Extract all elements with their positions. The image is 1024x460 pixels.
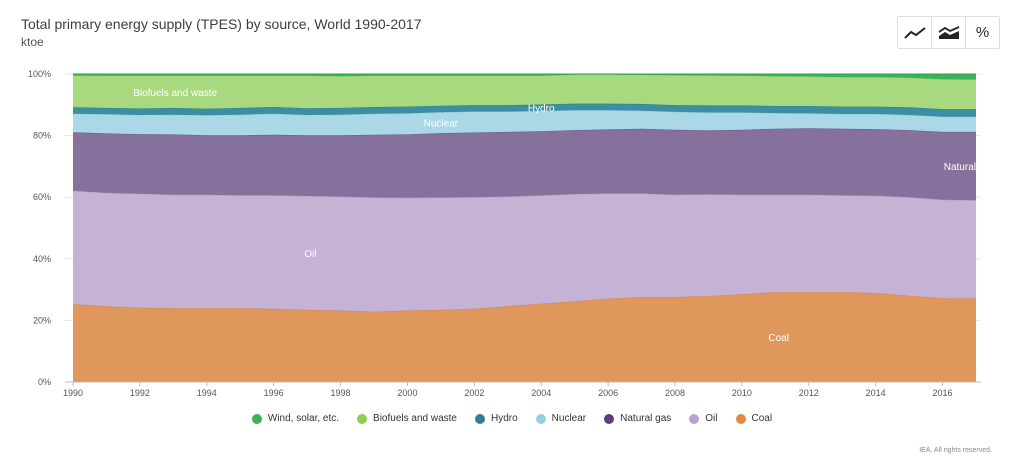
y-tick-label: 20% xyxy=(33,315,51,325)
x-tick-label: 2012 xyxy=(799,388,819,398)
x-tick-label: 2006 xyxy=(598,388,618,398)
area-hydro[interactable] xyxy=(73,103,976,117)
legend-item-wind-solar-etc[interactable]: Wind, solar, etc. xyxy=(251,413,340,424)
y-tick-label: 80% xyxy=(33,131,51,141)
area-oil[interactable] xyxy=(73,190,976,312)
x-tick-label: 1992 xyxy=(130,388,150,398)
percent-button[interactable]: % xyxy=(966,17,999,48)
x-tick-label: 1996 xyxy=(264,388,284,398)
x-tick-label: 1998 xyxy=(331,388,351,398)
y-tick-label: 40% xyxy=(33,254,51,264)
x-tick-label: 2014 xyxy=(866,388,886,398)
area-natural-gas[interactable] xyxy=(73,128,976,201)
area-biofuels-and-waste[interactable] xyxy=(73,74,976,110)
area-chart-button[interactable] xyxy=(932,17,966,48)
area-nuclear[interactable] xyxy=(73,110,976,136)
legend-item-biofuels-and-waste[interactable]: Biofuels and waste xyxy=(357,413,457,424)
y-axis-labels: 0% 20% 40% 60% 80% 100% xyxy=(28,69,51,387)
legend-label: Nuclear xyxy=(551,413,587,424)
series-label: Nuclear xyxy=(424,119,459,130)
x-tick-label: 2008 xyxy=(665,388,685,398)
chart-title: Total primary energy supply (TPES) by so… xyxy=(21,16,422,32)
chart-toolbar: % xyxy=(897,16,1000,49)
area-wind-solar-etc[interactable] xyxy=(73,74,976,80)
chart-legend: Wind, solar, etc. Biofuels and waste Hydro… xyxy=(0,413,1024,424)
y-tick-label: 0% xyxy=(38,377,51,387)
legend-item-oil[interactable]: Oil xyxy=(689,413,718,424)
legend-swatch xyxy=(535,413,546,424)
series-label: Oil xyxy=(304,249,316,260)
area-chart: 0% 20% 40% 60% 80% 100% 1990 1992 1994 1996 1998 2… xyxy=(27,69,995,398)
legend-swatch xyxy=(357,413,368,424)
legend-label: Hydro xyxy=(490,413,518,424)
legend-swatch xyxy=(689,413,700,424)
legend-item-coal[interactable]: Coal xyxy=(735,413,773,424)
area-chart-icon xyxy=(938,25,959,39)
legend-item-natural-gas[interactable]: Natural gas xyxy=(604,413,671,424)
legend-item-nuclear[interactable]: Nuclear xyxy=(535,413,587,424)
x-tick-label: 1994 xyxy=(197,388,217,398)
x-tick-label: 2000 xyxy=(397,388,417,398)
legend-label: Wind, solar, etc. xyxy=(267,413,340,424)
legend-label: Biofuels and waste xyxy=(373,413,457,424)
copyright-credit: IEA. All rights reserved. xyxy=(919,447,992,454)
legend-label: Natural gas xyxy=(620,413,672,424)
percent-label: % xyxy=(975,24,990,41)
x-tick-label: 1990 xyxy=(63,388,83,398)
legend-swatch xyxy=(604,413,615,424)
legend-item-hydro[interactable]: Hydro xyxy=(474,413,518,424)
line-chart-icon xyxy=(903,26,926,39)
series-label: Coal xyxy=(768,333,789,344)
line-chart-button[interactable] xyxy=(898,17,932,48)
x-tick-label: 2016 xyxy=(933,388,953,398)
series-label: Biofuels and waste xyxy=(133,88,217,99)
legend-swatch xyxy=(251,413,262,424)
x-axis: 1990 1992 1994 1996 1998 2000 2002 2004 2006 2008… xyxy=(63,381,981,398)
x-tick-label: 2004 xyxy=(531,388,551,398)
x-tick-label: 2002 xyxy=(464,388,484,398)
x-tick-label: 2010 xyxy=(732,388,752,398)
legend-label: Coal xyxy=(751,413,773,424)
legend-swatch xyxy=(474,413,485,424)
series-label: Natural gas xyxy=(944,162,995,173)
series-label: Hydro xyxy=(528,104,555,115)
y-tick-label: 100% xyxy=(28,69,51,79)
legend-swatch xyxy=(735,413,746,424)
legend-label: Oil xyxy=(705,413,718,424)
stacked-areas xyxy=(72,73,977,382)
area-coal[interactable] xyxy=(73,292,976,382)
series-labels: Coal Oil Natural gas Nuclear Hydro Biofuels a… xyxy=(133,88,995,344)
chart-unit: ktoe xyxy=(21,35,44,49)
y-tick-label: 60% xyxy=(33,192,51,202)
